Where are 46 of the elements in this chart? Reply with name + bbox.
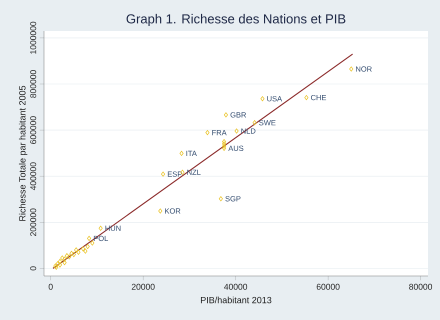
y-tick-label: 200000	[30, 208, 36, 236]
y-tick-label: 1000000	[30, 22, 36, 54]
point	[180, 150, 184, 156]
x-axis-title: PIB/habitant 2013	[200, 296, 272, 304]
point	[72, 252, 76, 258]
point	[161, 172, 166, 177]
point	[60, 255, 64, 261]
point	[74, 247, 78, 252]
x-tick-label: 20000	[132, 284, 155, 290]
point	[67, 254, 72, 260]
point	[98, 226, 103, 231]
y-tick-label: 600000	[30, 116, 36, 144]
point	[304, 95, 308, 100]
point	[90, 240, 94, 246]
point	[87, 236, 92, 241]
y-axis-title: Richesse Totale par habitant 2005	[18, 86, 28, 221]
point	[58, 262, 62, 268]
y-tick-label: 0	[30, 266, 36, 270]
point	[222, 139, 226, 144]
point	[56, 261, 60, 266]
point	[70, 250, 74, 256]
y-tick-label: 800000	[30, 70, 36, 98]
y-tick-label: 400000	[30, 162, 36, 190]
x-tick-label: 40000	[224, 284, 248, 290]
x-tick-label: 0	[48, 284, 53, 290]
x-tick-label: 60000	[316, 284, 340, 290]
point	[222, 141, 226, 146]
point	[62, 260, 67, 266]
point	[205, 130, 210, 136]
point	[83, 248, 88, 254]
x-tick-label: 80000	[409, 284, 432, 290]
point	[64, 253, 69, 258]
point	[58, 258, 62, 264]
point	[76, 250, 80, 255]
point	[81, 246, 86, 252]
point	[62, 256, 67, 262]
point	[224, 112, 228, 118]
point	[218, 196, 223, 202]
point	[260, 96, 264, 102]
point	[158, 208, 162, 214]
chart-title: Graph 1. Richesse des Nations et PIB	[126, 14, 346, 26]
point	[349, 66, 354, 72]
point	[234, 128, 239, 134]
point	[222, 144, 226, 149]
point	[252, 120, 257, 126]
point	[86, 244, 90, 250]
